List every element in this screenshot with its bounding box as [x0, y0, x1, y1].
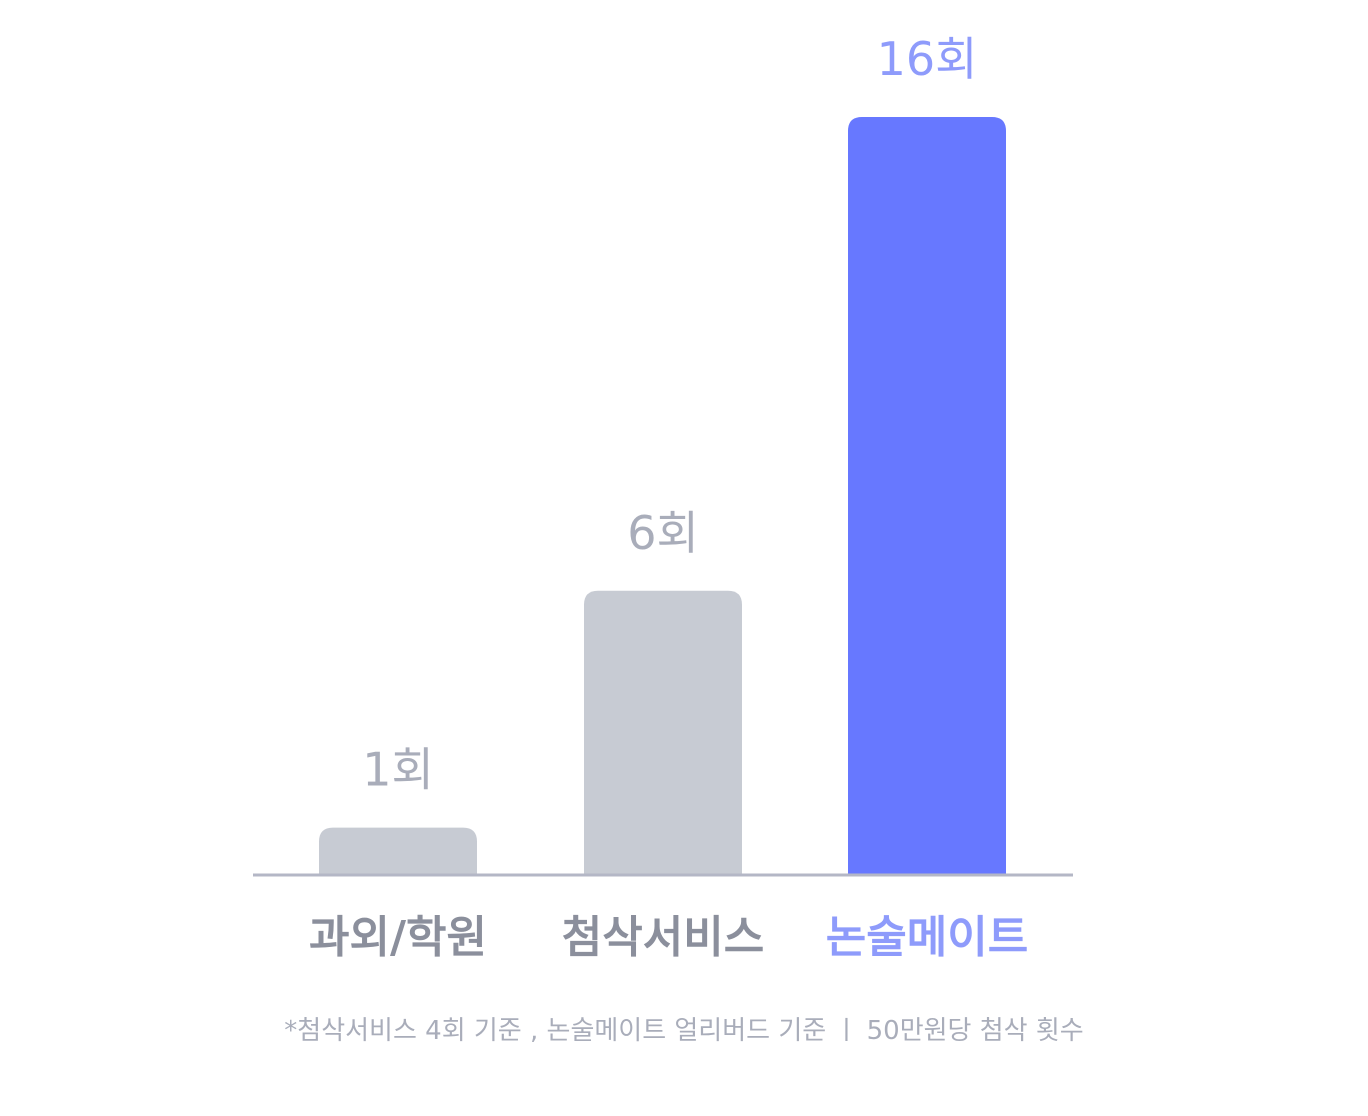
category-labels-layer: 과외/학원 첨삭서비스 논술메이트	[309, 912, 1028, 963]
value-label-1: 1회	[362, 743, 434, 797]
bar-3	[848, 117, 1006, 875]
value-label-2: 6회	[627, 506, 699, 560]
category-label-3: 논술메이트	[826, 912, 1028, 963]
value-label-3: 16회	[877, 32, 978, 86]
footnote: *첨삭서비스 4회 기준 , 논술메이트 얼리버드 기준 ㅣ 50만원당 첨삭 …	[284, 1016, 1084, 1046]
bar-2	[584, 590, 742, 875]
category-label-2: 첨삭서비스	[562, 912, 764, 963]
category-label-1: 과외/학원	[309, 912, 487, 963]
bars-layer	[319, 117, 1006, 875]
bar-1	[319, 827, 477, 875]
value-labels-layer: 1회 6회 16회	[362, 32, 977, 797]
